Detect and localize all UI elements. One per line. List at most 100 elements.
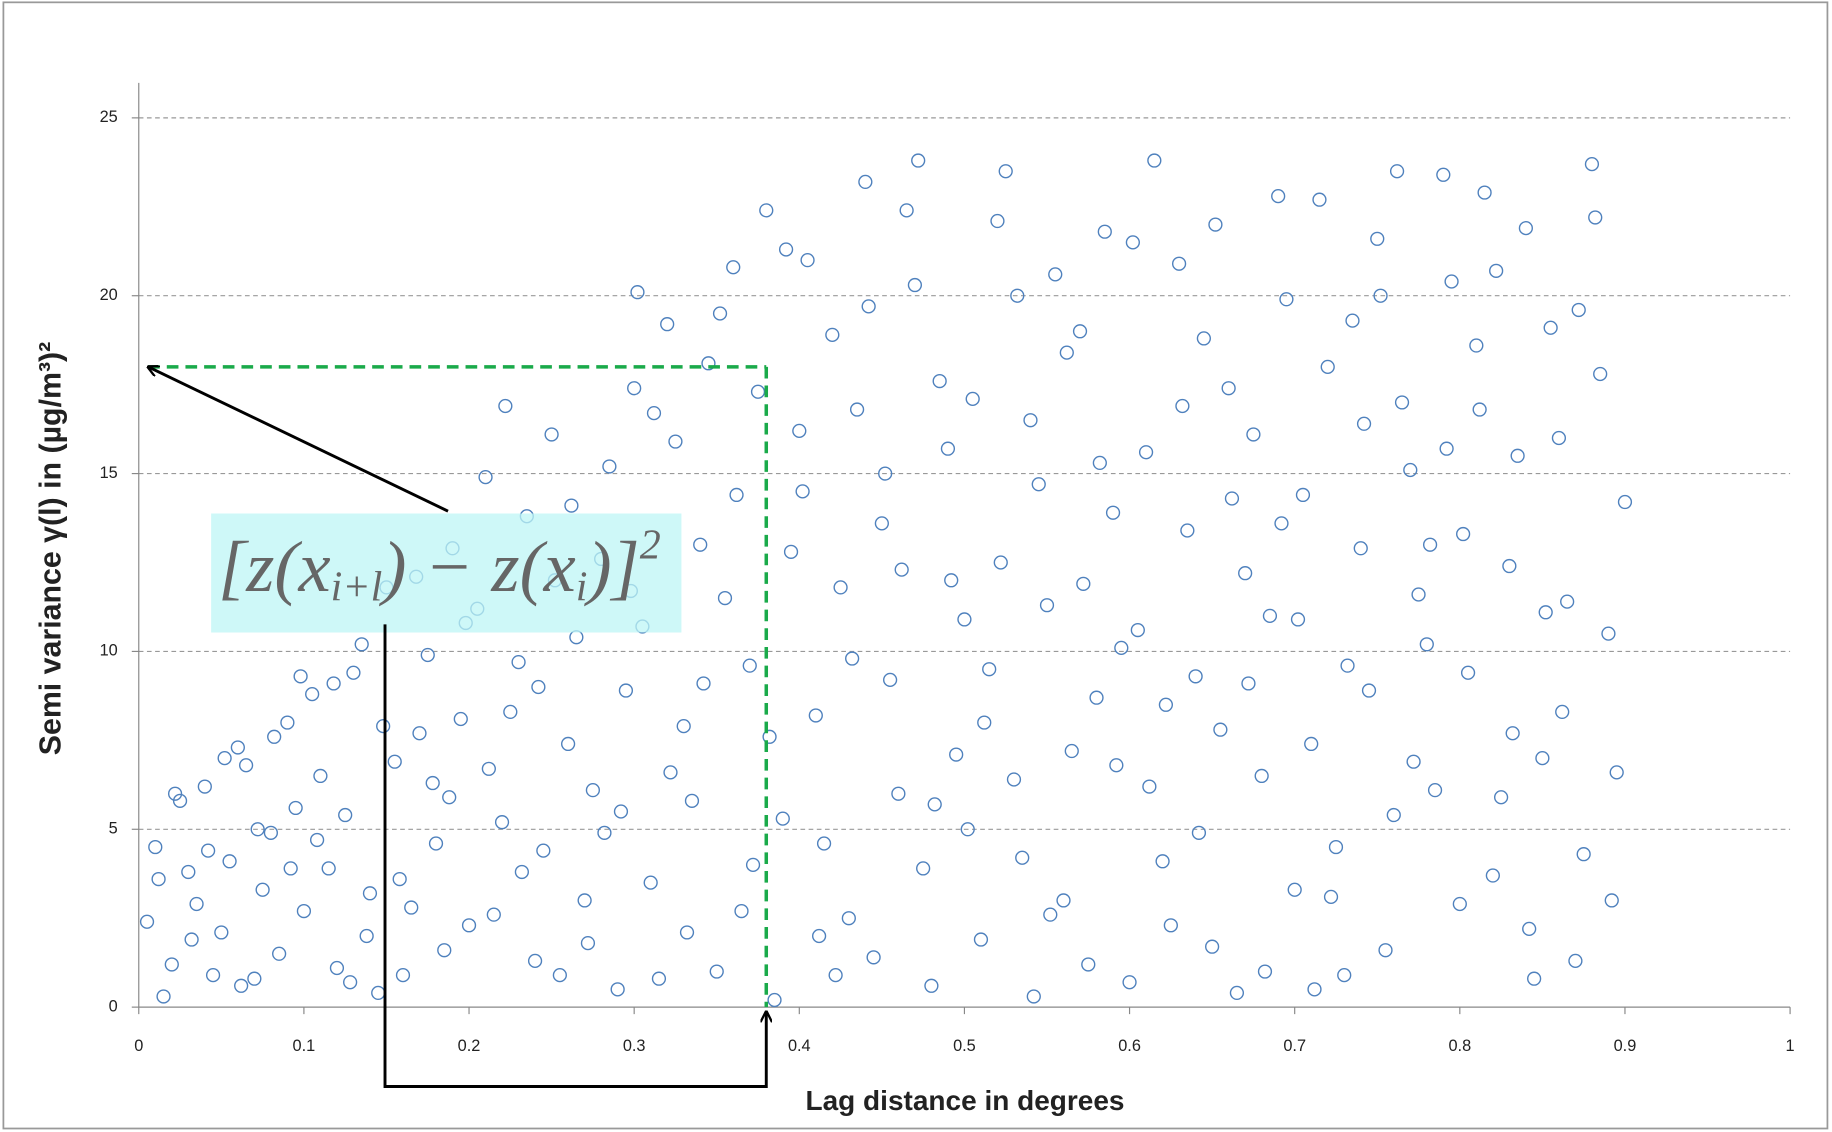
point (552, 967, 567, 983)
point (932, 373, 947, 389)
point (560, 736, 576, 752)
point (263, 825, 278, 840)
point (775, 811, 790, 826)
point (883, 672, 898, 688)
point (1130, 622, 1145, 638)
point (982, 662, 997, 677)
point (762, 729, 777, 744)
point (660, 317, 675, 332)
point (940, 441, 956, 456)
point (1279, 292, 1294, 307)
point (927, 797, 942, 812)
point (461, 918, 477, 933)
point (1076, 576, 1091, 591)
point (514, 864, 529, 880)
point (585, 783, 601, 798)
point (858, 174, 873, 190)
point (1444, 274, 1459, 289)
point (283, 861, 298, 876)
point (845, 651, 860, 666)
point (630, 285, 645, 300)
point (1472, 402, 1487, 417)
y-tick-label: 25 (100, 108, 118, 126)
point (1092, 455, 1107, 471)
point (305, 686, 320, 702)
point (181, 864, 196, 880)
point (1485, 868, 1500, 883)
point (1290, 612, 1306, 627)
point (1312, 192, 1327, 207)
y-tick-label: 0 (109, 997, 118, 1015)
point (1337, 967, 1352, 983)
point (1527, 971, 1542, 986)
point (1015, 850, 1030, 865)
point (1043, 907, 1058, 922)
point (1361, 683, 1377, 698)
point (676, 719, 691, 734)
point (1560, 594, 1575, 609)
point (1295, 487, 1311, 503)
point (247, 971, 262, 986)
point (990, 213, 1005, 229)
point (1158, 697, 1174, 712)
point (272, 946, 287, 961)
point (376, 719, 391, 734)
point (795, 484, 810, 499)
formula-box (211, 513, 682, 633)
point (338, 807, 353, 823)
point (172, 793, 188, 808)
point (321, 861, 336, 876)
point (1411, 587, 1426, 602)
point (1328, 839, 1344, 855)
point (993, 555, 1008, 570)
point (1072, 324, 1088, 339)
point (280, 715, 295, 730)
point (1006, 772, 1022, 787)
point (481, 761, 496, 776)
point (1221, 381, 1236, 396)
point (420, 647, 435, 663)
formula-part: i+l (331, 564, 383, 610)
point (825, 327, 840, 342)
point (1584, 156, 1600, 172)
point (1460, 665, 1476, 680)
point (907, 277, 923, 293)
point (1588, 210, 1603, 225)
point (1345, 313, 1360, 328)
point (960, 822, 975, 837)
point (1304, 736, 1319, 752)
point (1505, 726, 1520, 741)
point (618, 683, 634, 698)
point (602, 459, 617, 474)
point (156, 989, 171, 1004)
formula-part: )] (583, 527, 639, 607)
point (1571, 302, 1586, 318)
point (1213, 722, 1228, 737)
point (511, 654, 526, 670)
point (1617, 494, 1633, 510)
x-tick-label: 0.1 (293, 1037, 316, 1055)
point (717, 590, 733, 606)
point (1064, 743, 1079, 759)
point (1356, 416, 1372, 431)
point (1059, 345, 1074, 360)
formula: [z(xi+l) − z(xi)]2 (218, 522, 661, 610)
point (597, 825, 612, 840)
point (1114, 640, 1129, 655)
point (536, 843, 551, 858)
point (1097, 224, 1112, 239)
point (527, 953, 543, 969)
point (916, 861, 931, 876)
point (696, 676, 711, 691)
point (1241, 676, 1256, 691)
point (849, 402, 865, 417)
point (1436, 167, 1451, 182)
point (412, 726, 427, 741)
point (1538, 605, 1553, 620)
point (878, 466, 893, 481)
point (957, 612, 972, 627)
point (1109, 758, 1124, 773)
point (750, 384, 766, 399)
point (1048, 267, 1063, 282)
